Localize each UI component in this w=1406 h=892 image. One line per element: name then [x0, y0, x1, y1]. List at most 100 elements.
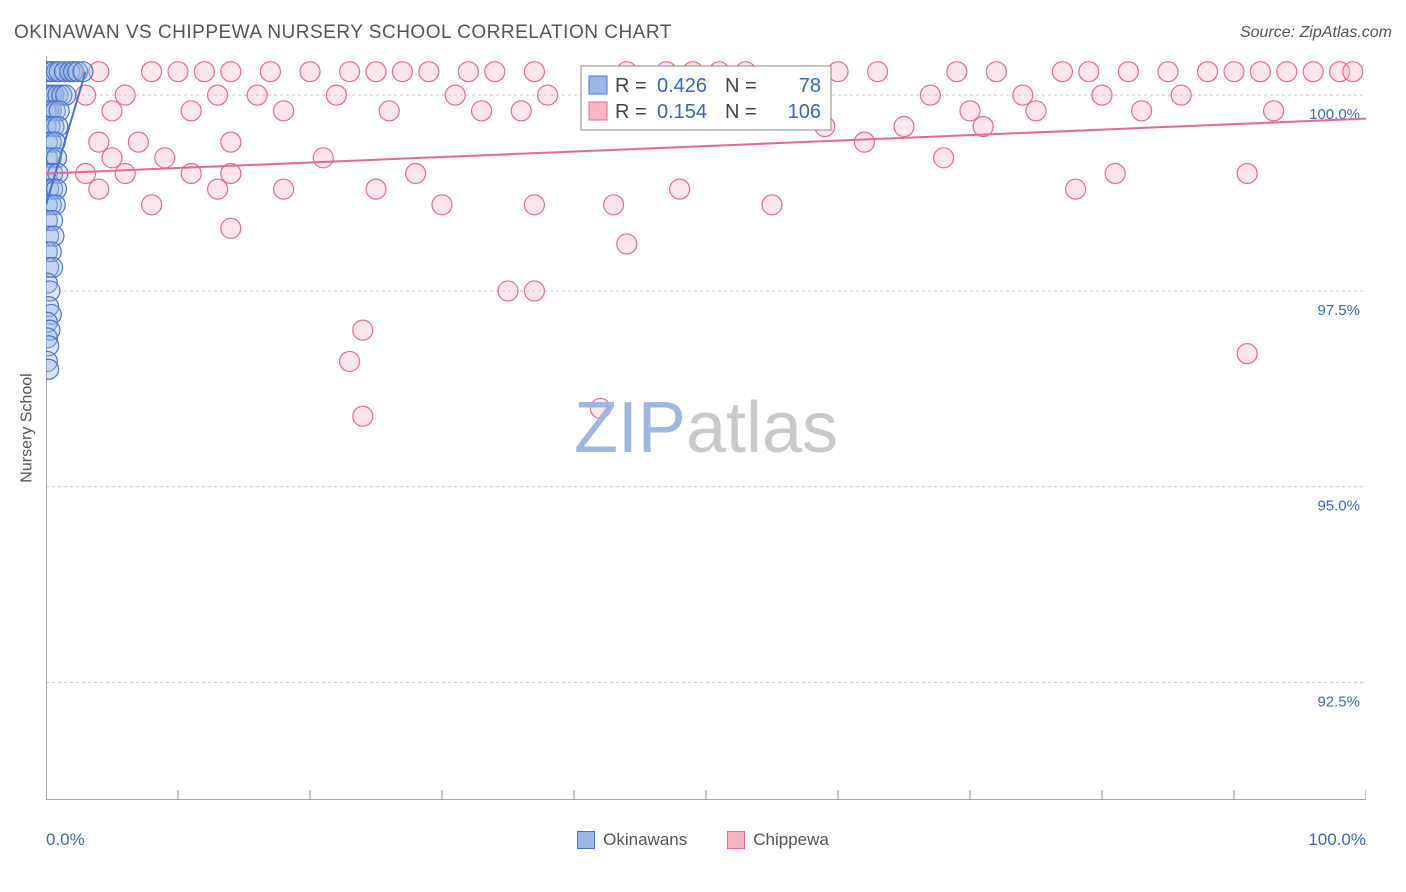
data-point [445, 85, 465, 105]
data-point [1118, 62, 1138, 82]
data-point [419, 62, 439, 82]
data-point [115, 85, 135, 105]
y-tick-label: 92.5% [1317, 694, 1360, 711]
data-point [76, 163, 96, 183]
y-axis-label: Nursery School [18, 56, 38, 800]
data-point [511, 101, 531, 121]
data-point [379, 101, 399, 121]
data-point [1264, 101, 1284, 121]
data-point [406, 163, 426, 183]
chart-title: OKINAWAN VS CHIPPEWA NURSERY SCHOOL CORR… [14, 22, 672, 44]
data-point [392, 62, 412, 82]
data-point [208, 179, 228, 199]
data-point [221, 218, 241, 238]
data-point [524, 195, 544, 215]
data-point [89, 179, 109, 199]
legend-item: Okinawans [577, 830, 687, 850]
data-point [1105, 163, 1125, 183]
legend-n-label: N = [725, 75, 757, 97]
data-point [986, 62, 1006, 82]
data-point [247, 85, 267, 105]
data-point [472, 101, 492, 121]
data-point [1224, 62, 1244, 82]
data-point [1092, 85, 1112, 105]
y-tick-label: 97.5% [1317, 302, 1360, 319]
scatter-plot: 92.5%95.0%97.5%100.0%R =0.426N =78R =0.1… [46, 56, 1366, 800]
y-axis-label-text: Nursery School [19, 373, 37, 482]
data-point [485, 62, 505, 82]
legend-r-label: R = [615, 101, 647, 123]
data-point [128, 132, 148, 152]
data-point [432, 195, 452, 215]
data-point [353, 320, 373, 340]
data-point [524, 281, 544, 301]
data-point [670, 179, 690, 199]
data-point [1079, 62, 1099, 82]
data-point [221, 132, 241, 152]
data-point [208, 85, 228, 105]
data-point [274, 101, 294, 121]
data-point [274, 179, 294, 199]
legend-r-value: 0.426 [657, 75, 707, 97]
data-point [1052, 62, 1072, 82]
data-point [115, 163, 135, 183]
data-point [260, 62, 280, 82]
y-tick-label: 95.0% [1317, 498, 1360, 515]
data-point [458, 62, 478, 82]
data-point [498, 281, 518, 301]
data-point [340, 351, 360, 371]
data-point [313, 148, 333, 168]
data-point [1158, 62, 1178, 82]
data-point [326, 85, 346, 105]
legend-bottom: Okinawans Chippewa [0, 830, 1406, 850]
data-point [221, 62, 241, 82]
data-point [142, 62, 162, 82]
data-point [1066, 179, 1086, 199]
legend-swatch [577, 831, 595, 849]
data-point [353, 406, 373, 426]
data-point [1237, 163, 1257, 183]
data-point [89, 132, 109, 152]
data-point [366, 62, 386, 82]
data-point [1132, 101, 1152, 121]
data-point [1171, 85, 1191, 105]
data-point [1277, 62, 1297, 82]
data-point [194, 62, 214, 82]
legend-label: Okinawans [603, 830, 687, 850]
data-point [1250, 62, 1270, 82]
data-point [1013, 85, 1033, 105]
data-point [1026, 101, 1046, 121]
data-point [947, 62, 967, 82]
data-point [340, 62, 360, 82]
data-point [168, 62, 188, 82]
data-point [762, 195, 782, 215]
legend-label: Chippewa [753, 830, 829, 850]
data-point [1343, 62, 1363, 82]
data-point [894, 116, 914, 136]
data-point [102, 148, 122, 168]
data-point [1198, 62, 1218, 82]
legend-swatch [589, 102, 607, 120]
data-point [142, 195, 162, 215]
data-point [300, 62, 320, 82]
data-point [1237, 344, 1257, 364]
legend-top: R =0.426N =78R =0.154N =106 [581, 66, 831, 130]
legend-item: Chippewa [727, 830, 829, 850]
data-point [920, 85, 940, 105]
data-point [366, 179, 386, 199]
source-label: Source: ZipAtlas.com [1240, 24, 1392, 42]
data-point [1303, 62, 1323, 82]
data-point [617, 234, 637, 254]
data-point [155, 148, 175, 168]
data-point [538, 85, 558, 105]
data-point [102, 101, 122, 121]
legend-n-value: 78 [799, 75, 821, 97]
data-point [934, 148, 954, 168]
data-point [524, 62, 544, 82]
data-point [604, 195, 624, 215]
legend-swatch [727, 831, 745, 849]
data-point [590, 398, 610, 418]
legend-swatch [589, 76, 607, 94]
data-point [181, 101, 201, 121]
data-point [960, 101, 980, 121]
